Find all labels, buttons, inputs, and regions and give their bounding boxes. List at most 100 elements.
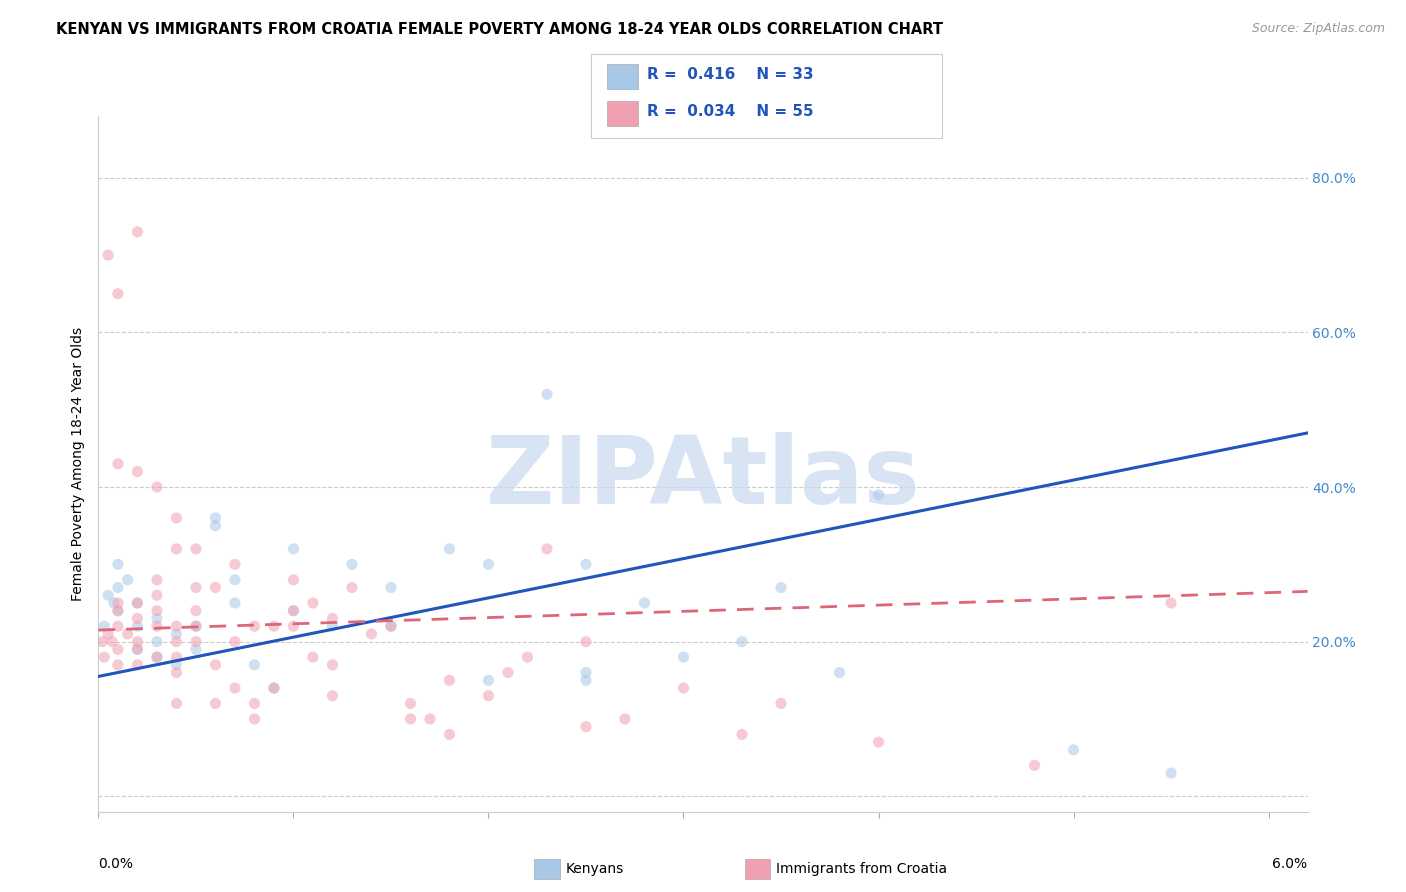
- Point: [101, 634, 124, 648]
- Text: R =  0.034    N = 55: R = 0.034 N = 55: [647, 104, 814, 119]
- Text: Source: ZipAtlas.com: Source: ZipAtlas.com: [1251, 22, 1385, 36]
- Point: [127, 225, 149, 239]
- Point: [1160, 766, 1182, 780]
- Point: [107, 604, 129, 618]
- Point: [828, 665, 851, 680]
- Point: [283, 541, 305, 556]
- Point: [184, 634, 207, 648]
- Point: [224, 634, 246, 648]
- Point: [731, 727, 754, 741]
- Point: [127, 596, 149, 610]
- Point: [769, 697, 792, 711]
- Point: [672, 681, 695, 695]
- Point: [439, 673, 461, 688]
- Point: [769, 581, 792, 595]
- Point: [103, 596, 125, 610]
- Point: [340, 581, 363, 595]
- Text: Immigrants from Croatia: Immigrants from Croatia: [776, 862, 948, 876]
- Point: [263, 681, 285, 695]
- Point: [165, 627, 187, 641]
- Point: [283, 573, 305, 587]
- Point: [536, 387, 558, 401]
- Point: [184, 642, 207, 657]
- Point: [868, 735, 890, 749]
- Point: [127, 642, 149, 657]
- Point: [165, 511, 187, 525]
- Point: [380, 619, 402, 633]
- Point: [380, 619, 402, 633]
- Point: [263, 619, 285, 633]
- Point: [575, 558, 598, 572]
- Point: [283, 604, 305, 618]
- Point: [224, 596, 246, 610]
- Point: [107, 657, 129, 672]
- Point: [107, 642, 129, 657]
- Point: [868, 488, 890, 502]
- Point: [165, 634, 187, 648]
- Text: 0.0%: 0.0%: [98, 857, 134, 871]
- Point: [146, 634, 169, 648]
- Point: [1160, 596, 1182, 610]
- Point: [614, 712, 637, 726]
- Point: [127, 596, 149, 610]
- Point: [184, 619, 207, 633]
- Point: [243, 657, 266, 672]
- Point: [184, 619, 207, 633]
- Point: [146, 650, 169, 665]
- Point: [302, 650, 325, 665]
- Point: [302, 596, 325, 610]
- Point: [165, 665, 187, 680]
- Point: [243, 712, 266, 726]
- Point: [127, 611, 149, 625]
- Point: [146, 480, 169, 494]
- Point: [146, 619, 169, 633]
- Point: [184, 541, 207, 556]
- Point: [496, 665, 519, 680]
- Point: [536, 541, 558, 556]
- Point: [243, 619, 266, 633]
- Point: [419, 712, 441, 726]
- Text: 6.0%: 6.0%: [1272, 857, 1308, 871]
- Text: ZIPAtlas: ZIPAtlas: [485, 432, 921, 524]
- Point: [360, 627, 382, 641]
- Point: [165, 650, 187, 665]
- Point: [633, 596, 655, 610]
- Point: [224, 681, 246, 695]
- Point: [165, 697, 187, 711]
- Point: [263, 681, 285, 695]
- Point: [243, 697, 266, 711]
- Point: [146, 604, 169, 618]
- Point: [224, 558, 246, 572]
- Point: [117, 627, 139, 641]
- Point: [146, 650, 169, 665]
- Text: KENYAN VS IMMIGRANTS FROM CROATIA FEMALE POVERTY AMONG 18-24 YEAR OLDS CORRELATI: KENYAN VS IMMIGRANTS FROM CROATIA FEMALE…: [56, 22, 943, 37]
- Point: [224, 573, 246, 587]
- Point: [439, 541, 461, 556]
- Point: [91, 634, 114, 648]
- Point: [165, 619, 187, 633]
- Point: [321, 611, 343, 625]
- Point: [204, 657, 226, 672]
- Point: [184, 581, 207, 595]
- Point: [380, 581, 402, 595]
- Y-axis label: Female Poverty Among 18-24 Year Olds: Female Poverty Among 18-24 Year Olds: [72, 326, 86, 601]
- Point: [477, 558, 499, 572]
- Point: [107, 581, 129, 595]
- Point: [93, 650, 115, 665]
- Point: [672, 650, 695, 665]
- Point: [1024, 758, 1046, 772]
- Point: [204, 697, 226, 711]
- Point: [107, 558, 129, 572]
- Point: [184, 604, 207, 618]
- Point: [107, 457, 129, 471]
- Point: [146, 611, 169, 625]
- Point: [127, 642, 149, 657]
- Point: [165, 541, 187, 556]
- Point: [575, 673, 598, 688]
- Point: [340, 558, 363, 572]
- Point: [97, 588, 120, 602]
- Point: [439, 727, 461, 741]
- Point: [204, 511, 226, 525]
- Point: [321, 657, 343, 672]
- Point: [127, 634, 149, 648]
